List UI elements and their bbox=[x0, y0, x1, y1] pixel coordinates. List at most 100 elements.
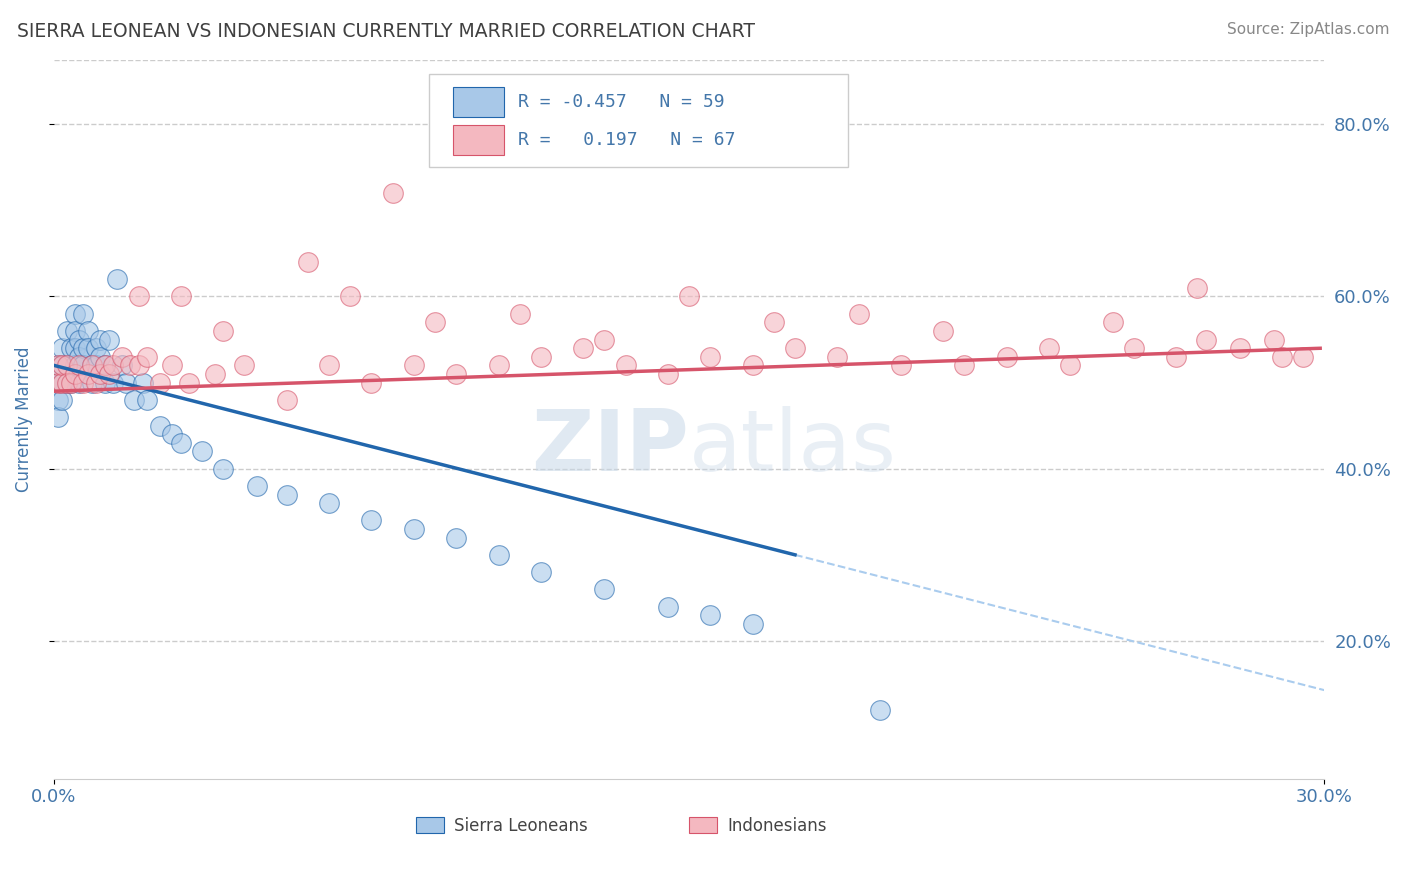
Point bbox=[110, 350, 132, 364]
Point bbox=[444, 367, 467, 381]
Point bbox=[93, 359, 115, 373]
Point bbox=[67, 359, 90, 373]
Point bbox=[170, 289, 193, 303]
Text: R = -0.457   N = 59: R = -0.457 N = 59 bbox=[517, 93, 724, 111]
Point bbox=[593, 333, 616, 347]
Point bbox=[80, 359, 103, 373]
Point bbox=[318, 359, 340, 373]
Point bbox=[84, 341, 107, 355]
Point bbox=[63, 341, 86, 355]
Point bbox=[84, 376, 107, 390]
Point bbox=[1271, 350, 1294, 364]
Point bbox=[46, 376, 69, 390]
Point bbox=[51, 359, 73, 373]
Point bbox=[339, 289, 361, 303]
Point bbox=[827, 350, 849, 364]
Point bbox=[530, 565, 553, 579]
Point bbox=[67, 333, 90, 347]
Point bbox=[233, 359, 256, 373]
Point bbox=[276, 392, 298, 407]
Point bbox=[59, 376, 82, 390]
Point bbox=[1187, 281, 1209, 295]
Point bbox=[76, 367, 98, 381]
Text: R =   0.197   N = 67: R = 0.197 N = 67 bbox=[517, 131, 735, 149]
FancyBboxPatch shape bbox=[453, 125, 503, 155]
Point bbox=[360, 513, 382, 527]
Point bbox=[162, 359, 184, 373]
Point bbox=[246, 479, 269, 493]
Point bbox=[699, 350, 721, 364]
Point bbox=[678, 289, 700, 303]
Point bbox=[318, 496, 340, 510]
Point bbox=[80, 376, 103, 390]
Point bbox=[110, 359, 132, 373]
Point bbox=[848, 307, 870, 321]
Point bbox=[699, 608, 721, 623]
Point bbox=[63, 324, 86, 338]
Point bbox=[124, 392, 146, 407]
Point bbox=[76, 341, 98, 355]
Point bbox=[162, 427, 184, 442]
Point bbox=[97, 367, 120, 381]
FancyBboxPatch shape bbox=[416, 817, 444, 833]
Point bbox=[59, 341, 82, 355]
Point bbox=[63, 359, 86, 373]
Point bbox=[1292, 350, 1315, 364]
Point bbox=[509, 307, 531, 321]
Text: Sierra Leoneans: Sierra Leoneans bbox=[454, 816, 588, 835]
Point bbox=[101, 359, 124, 373]
Point bbox=[72, 376, 94, 390]
Point bbox=[72, 307, 94, 321]
Point bbox=[136, 350, 159, 364]
Point bbox=[572, 341, 595, 355]
Point bbox=[51, 341, 73, 355]
Point bbox=[136, 392, 159, 407]
Point bbox=[63, 367, 86, 381]
Point bbox=[55, 376, 77, 390]
Point bbox=[360, 376, 382, 390]
Point bbox=[212, 324, 235, 338]
Point bbox=[149, 418, 172, 433]
Point bbox=[995, 350, 1018, 364]
Point bbox=[128, 289, 150, 303]
Point bbox=[444, 531, 467, 545]
Point bbox=[46, 410, 69, 425]
Point bbox=[46, 359, 69, 373]
Point bbox=[63, 307, 86, 321]
Point bbox=[51, 376, 73, 390]
Point bbox=[890, 359, 912, 373]
Point bbox=[657, 367, 679, 381]
Y-axis label: Currently Married: Currently Married bbox=[15, 346, 32, 491]
Point bbox=[488, 359, 510, 373]
Point bbox=[530, 350, 553, 364]
Point bbox=[1038, 341, 1060, 355]
Point bbox=[72, 341, 94, 355]
Text: ZIP: ZIP bbox=[531, 407, 689, 490]
Point bbox=[93, 376, 115, 390]
Point bbox=[869, 703, 891, 717]
Point bbox=[741, 359, 763, 373]
Point bbox=[149, 376, 172, 390]
Text: Source: ZipAtlas.com: Source: ZipAtlas.com bbox=[1226, 22, 1389, 37]
Point bbox=[55, 376, 77, 390]
Point bbox=[932, 324, 955, 338]
Point bbox=[297, 255, 319, 269]
Point bbox=[953, 359, 976, 373]
Text: Indonesians: Indonesians bbox=[727, 816, 827, 835]
Point bbox=[89, 350, 111, 364]
Point bbox=[1195, 333, 1218, 347]
Point bbox=[1229, 341, 1251, 355]
Point bbox=[488, 548, 510, 562]
Point bbox=[593, 582, 616, 597]
Point bbox=[114, 376, 136, 390]
Point bbox=[128, 359, 150, 373]
Point bbox=[46, 376, 69, 390]
FancyBboxPatch shape bbox=[453, 87, 503, 117]
Point bbox=[80, 359, 103, 373]
FancyBboxPatch shape bbox=[429, 74, 848, 168]
Point bbox=[741, 616, 763, 631]
FancyBboxPatch shape bbox=[689, 817, 717, 833]
Point bbox=[89, 367, 111, 381]
Point bbox=[657, 599, 679, 614]
Text: atlas: atlas bbox=[689, 407, 897, 490]
